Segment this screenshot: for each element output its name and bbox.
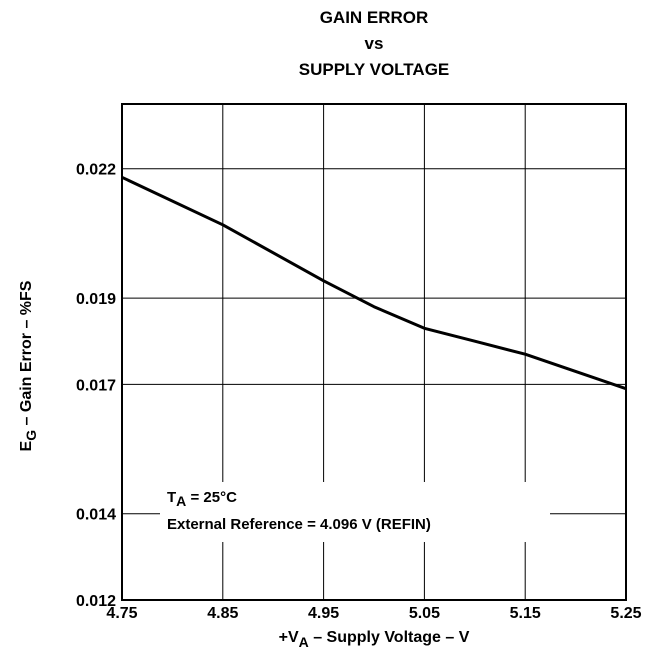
y-tick-label: 0.014 <box>76 507 116 524</box>
chart-title-line-2: vs <box>364 34 384 53</box>
annotation-reference: External Reference = 4.096 V (REFIN) <box>167 516 431 533</box>
chart-title-line-3: SUPPLY VOLTAGE <box>298 60 450 79</box>
x-tick-label: 5.05 <box>409 605 440 622</box>
y-tick-label: 0.017 <box>76 377 116 394</box>
y-tick-labels: 0.012 0.014 0.017 0.019 0.022 <box>76 162 116 610</box>
y-tick-label: 0.019 <box>76 291 116 308</box>
chart-title-line-1: GAIN ERROR <box>319 8 429 27</box>
y-tick-label: 0.022 <box>76 162 116 179</box>
x-tick-label: 5.15 <box>510 605 541 622</box>
y-axis-label: EG – Gain Error – %FS <box>18 280 39 451</box>
plot-frame <box>121 103 627 601</box>
y-tick-label: 0.012 <box>76 593 116 610</box>
series-line <box>121 175 627 391</box>
x-tick-label: 4.95 <box>308 605 339 622</box>
annotation-background <box>160 482 550 542</box>
x-tick-label: 4.75 <box>106 605 137 622</box>
x-tick-label: 4.85 <box>207 605 238 622</box>
annotation-temperature: TA = 25°C <box>167 489 237 509</box>
grid-lines <box>122 104 626 600</box>
x-tick-labels: 4.75 4.85 4.95 5.05 5.15 5.25 <box>106 605 641 622</box>
x-axis-label: +VA – Supply Voltage – V <box>279 629 470 650</box>
x-tick-label: 5.25 <box>610 605 641 622</box>
